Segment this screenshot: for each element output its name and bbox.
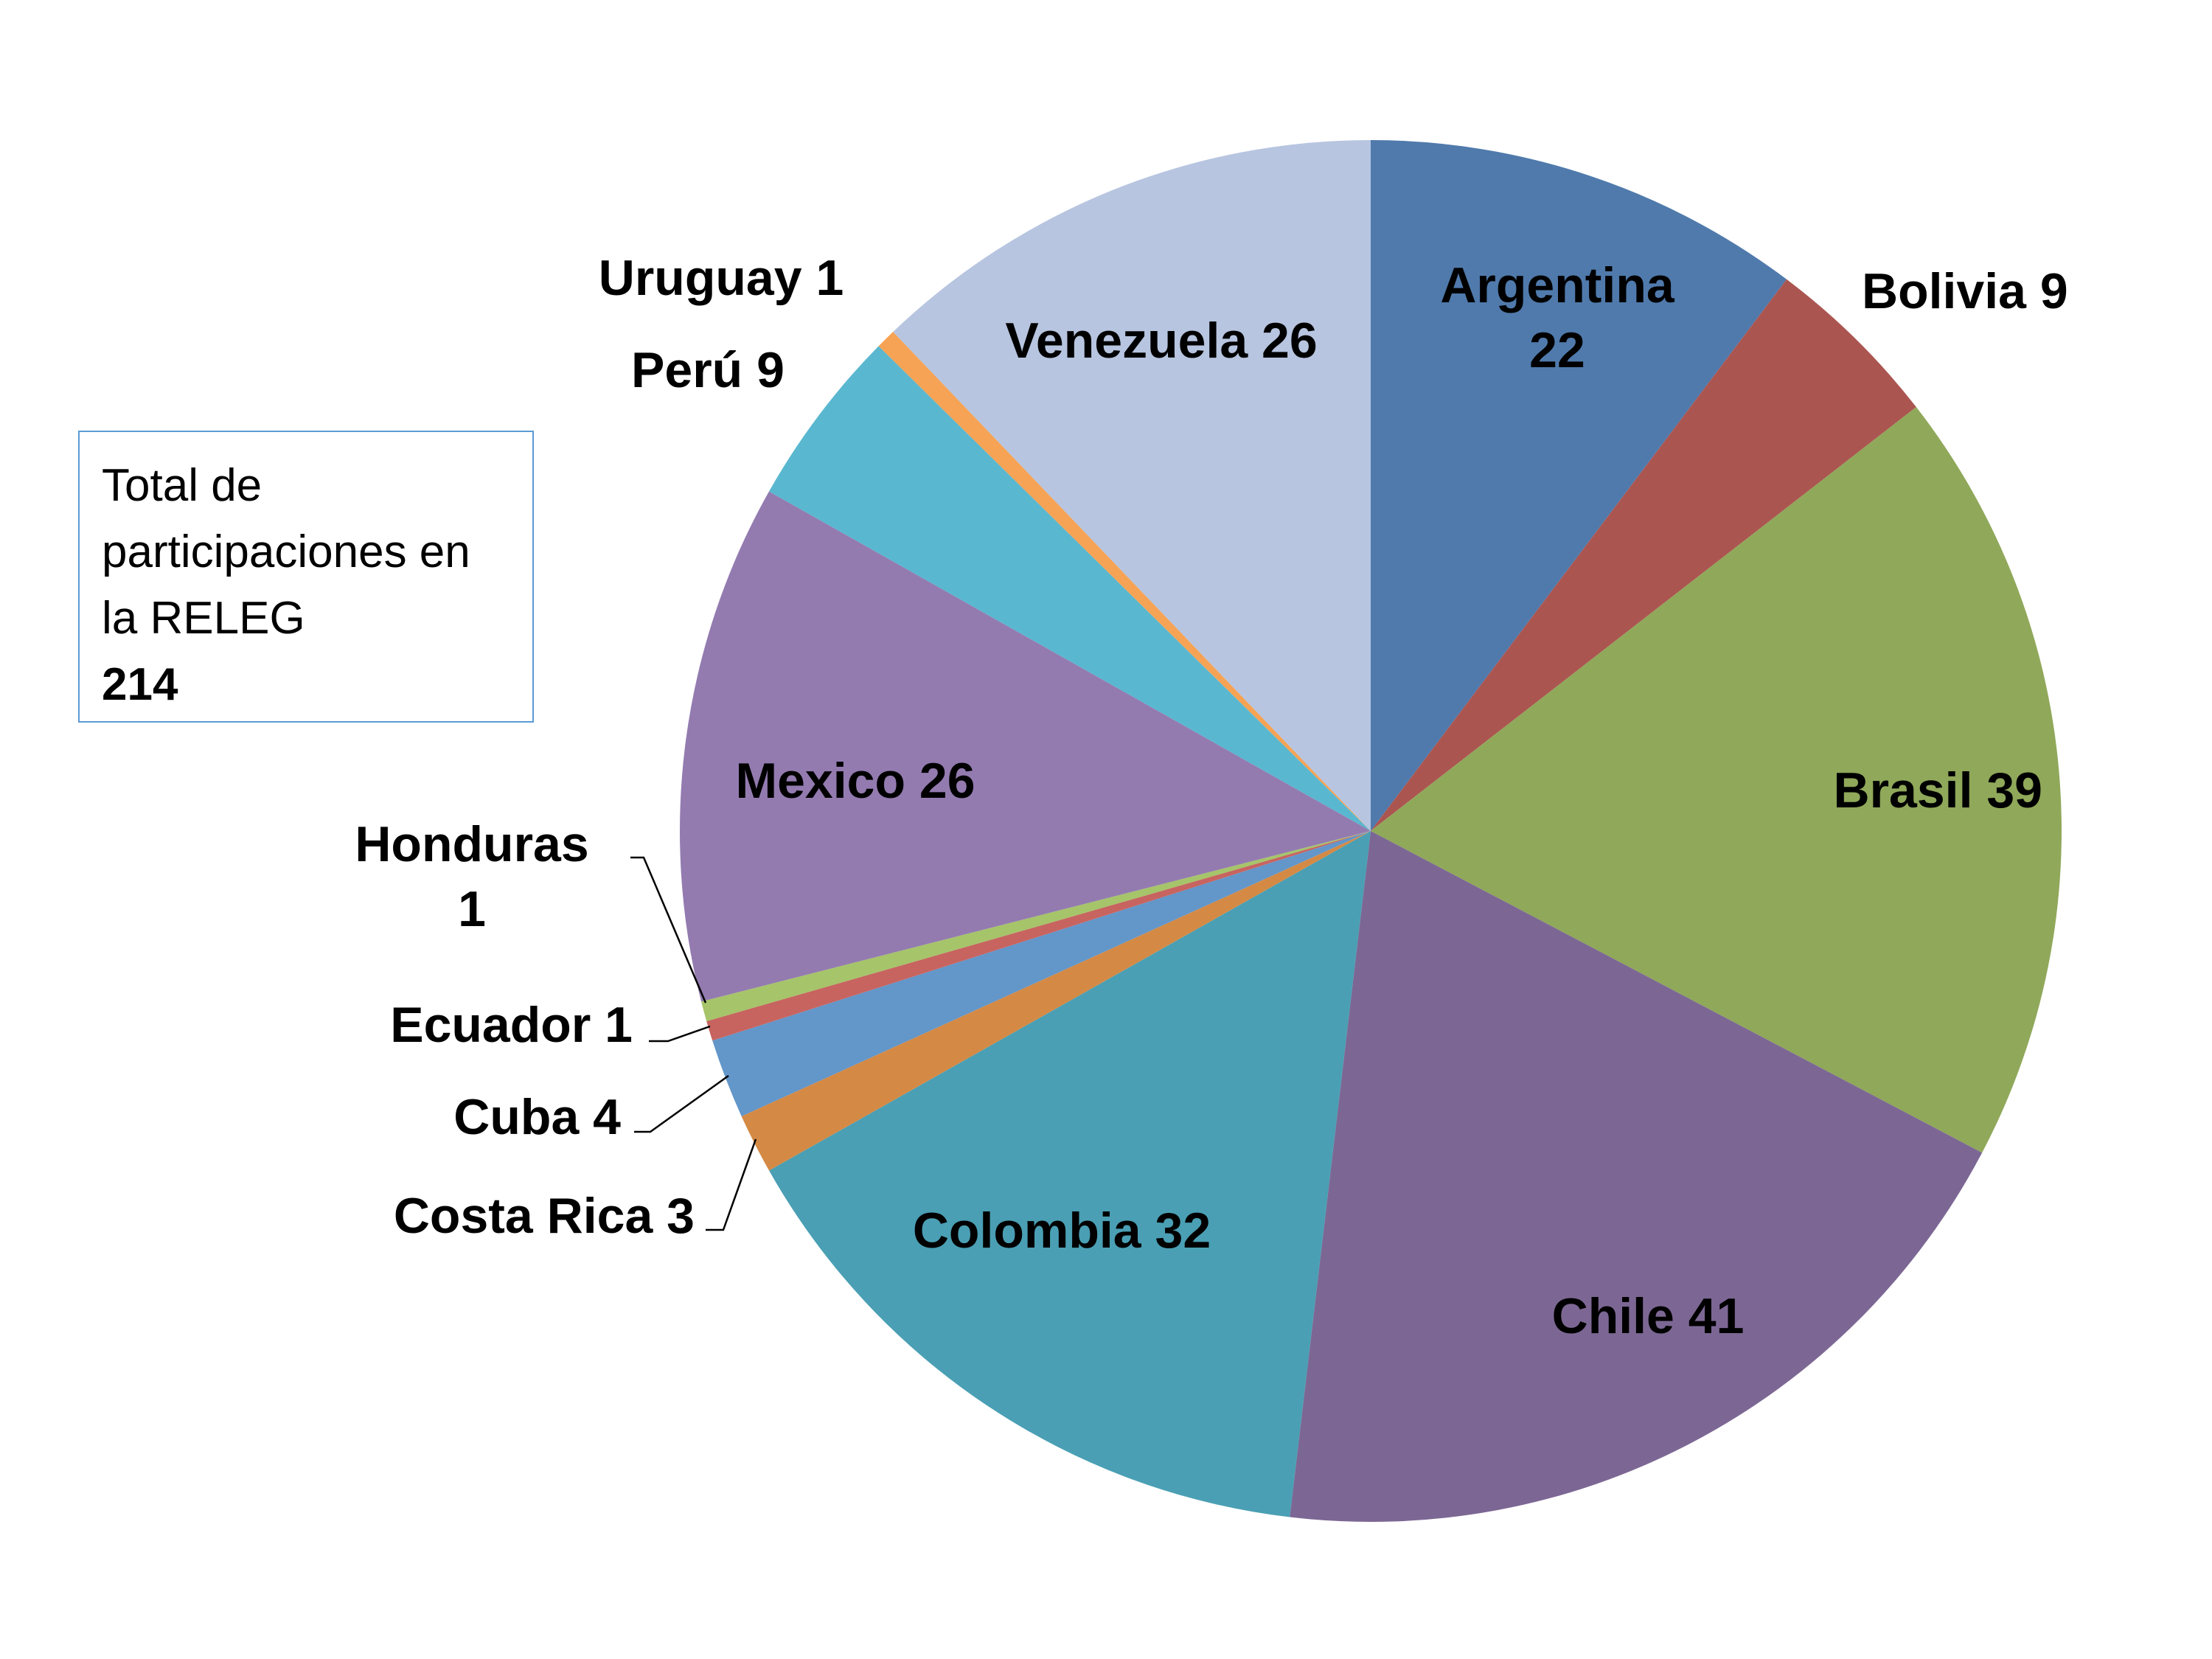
pie-slice-argentina (1371, 140, 1787, 831)
pie-slice-uruguay (878, 332, 1371, 831)
slice-label-uruguay: Uruguay 1 (599, 250, 844, 306)
slice-label-costa-rica: Costa Rica 3 (394, 1188, 695, 1244)
pie-slice-chile (1290, 831, 1983, 1522)
pie-slice-cuba (712, 831, 1371, 1116)
slice-label-peru: Perú 9 (631, 342, 785, 398)
total-box-line-3: la RELEG (102, 593, 305, 644)
pie-slice-peru (768, 346, 1371, 832)
pie-slice-costa-rica (741, 831, 1371, 1171)
leader-line-costa-rica (706, 1138, 757, 1231)
slice-label-bolivia: Bolivia 9 (1862, 263, 2068, 319)
slice-label-brasil: Brasil 39 (1833, 762, 2042, 818)
pie-slice-ecuador (706, 831, 1371, 1041)
total-box-line-2: participaciones en (102, 526, 470, 577)
slice-label-chile: Chile 41 (1552, 1288, 1745, 1344)
slice-label-argentina: Argentina 22 (1440, 257, 1675, 378)
pie-slice-honduras (701, 831, 1371, 1021)
slice-label-colombia: Colombia 32 (913, 1203, 1211, 1259)
slice-label-ecuador: Ecuador 1 (390, 997, 633, 1053)
pie-slice-venezuela (893, 140, 1371, 831)
pie-slice-bolivia (1371, 279, 1916, 831)
pie-slice-colombia (768, 831, 1371, 1517)
leader-line-honduras (630, 856, 707, 1004)
total-box-line-1: Total de (102, 460, 262, 511)
leader-line-cuba (634, 1074, 729, 1133)
slice-label-mexico: Mexico 26 (735, 753, 975, 809)
slice-label-cuba: Cuba 4 (453, 1089, 621, 1145)
total-participations-box: Total de participaciones en la RELEG 214 (78, 431, 534, 723)
slice-label-venezuela: Venezuela 26 (1005, 313, 1317, 369)
total-box-value: 214 (102, 659, 178, 710)
leader-line-ecuador (649, 1025, 711, 1043)
pie-slice-brasil (1371, 407, 2062, 1153)
slice-label-honduras: Honduras 1 (355, 816, 588, 937)
pie-slice-mexico (680, 491, 1371, 1002)
